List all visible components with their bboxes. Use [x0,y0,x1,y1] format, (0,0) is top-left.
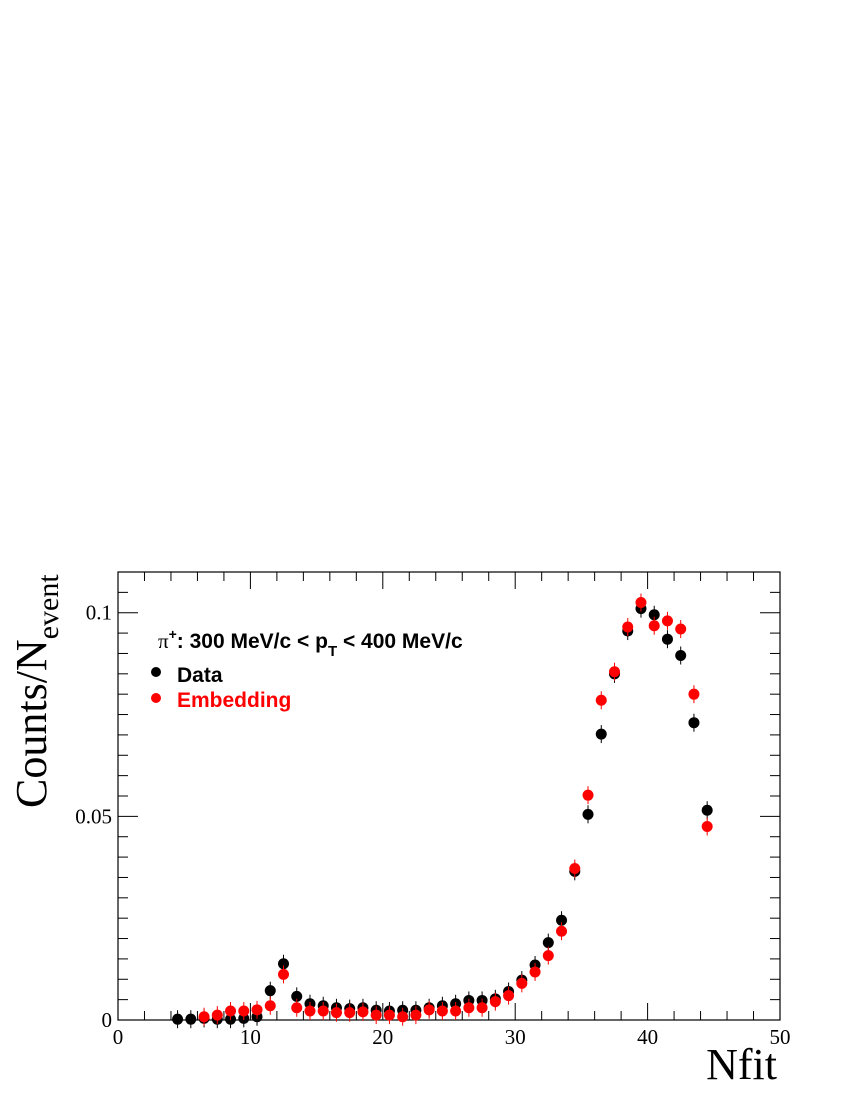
data-point [648,620,660,632]
data-point [675,623,687,635]
data-point [582,808,594,820]
data-point [330,1007,342,1019]
data-point [595,728,607,740]
data-point [542,950,554,962]
x-tick-label: 20 [372,1025,393,1049]
data-point [264,985,276,997]
data-point [344,1007,356,1019]
legend-marker-embedding [151,693,161,703]
series-embedding [198,593,713,1026]
data-point [556,925,568,937]
data-point [225,1005,237,1017]
legend: Data Embedding [151,664,291,712]
data-point [489,996,501,1008]
x-tick-label: 40 [637,1025,658,1049]
y-tick-label: 0.1 [86,601,112,625]
data-point [238,1005,250,1017]
annotation-sub: T [328,643,337,660]
data-point [357,1006,369,1018]
data-point [423,1004,435,1016]
data-point [661,633,673,645]
data-point [211,1009,223,1021]
annotation-mid: : 300 MeV/c < p [177,630,328,653]
data-point [370,1009,382,1021]
data-point [476,1002,488,1014]
data-point [622,621,634,633]
data-point [569,862,581,874]
x-tick-label: 30 [505,1025,526,1049]
legend-marker-data [151,667,161,677]
data-point [675,649,687,661]
data-point [172,1013,184,1025]
annotation-charge: + [169,626,177,642]
data-point [595,694,607,706]
data-point [635,597,647,609]
x-tick-label: 0 [113,1025,124,1049]
legend-label-data: Data [177,664,223,687]
x-tick-labels: 0 10 20 30 40 50 [113,1025,791,1049]
data-point [688,717,700,729]
x-tick-label: 10 [240,1025,261,1049]
data-point [185,1013,197,1025]
data-point [648,609,660,621]
data-point [198,1011,210,1023]
data-point [291,990,303,1002]
data-point [582,789,594,801]
data-point [463,1002,475,1014]
data-point [503,990,515,1002]
data-point [516,977,528,989]
y-axis-label-main: Counts/N [7,639,56,808]
data-point [291,1002,303,1014]
data-point [542,937,554,949]
data-point [701,821,713,833]
data-point [701,804,713,816]
data-point [410,1009,422,1021]
y-axis-label-sub: event [32,574,65,640]
data-point [609,666,620,678]
y-tick-label: 0 [102,1008,113,1032]
data-point [278,958,289,970]
data-point [264,1000,276,1012]
data-point [556,914,568,926]
annotation-prefix: π [158,629,169,653]
data-point [251,1004,263,1016]
legend-label-embedding: Embedding [177,689,291,712]
x-tick-label: 50 [770,1025,791,1049]
data-point [383,1009,395,1021]
chart-annotation: π+: 300 MeV/c < pT < 400 MeV/c [158,626,463,660]
data-point [688,688,700,700]
axis-ticks [117,571,781,1021]
data-points [172,593,713,1029]
data-point [450,1005,462,1017]
data-point [317,1005,329,1017]
data-point [529,966,541,978]
data-point [278,968,289,980]
annotation-suffix: < 400 MeV/c [337,630,463,653]
y-tick-label: 0.05 [75,804,112,828]
series-data [172,599,713,1029]
data-point [661,615,673,627]
y-tick-labels: 0 0.05 0.1 [75,601,112,1032]
data-point [304,1005,316,1017]
x-axis-label: Nfit [706,1040,777,1089]
data-point [397,1011,409,1023]
data-point [436,1005,448,1017]
y-axis-label: Counts/Nevent [7,574,65,808]
